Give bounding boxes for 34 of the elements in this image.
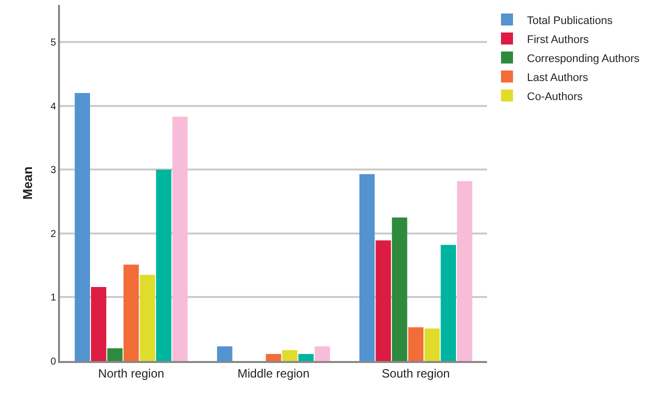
bar — [440, 244, 456, 361]
y-tick-label: 1 — [50, 292, 56, 304]
legend-label: Corresponding Authors — [527, 52, 640, 65]
bar — [107, 348, 123, 361]
legend-label: Total Publications — [527, 14, 614, 27]
y-tick-label: 0 — [50, 356, 56, 368]
y-tick-label: 4 — [50, 101, 56, 112]
x-tick-label: South region — [382, 366, 450, 380]
bar — [314, 346, 330, 361]
bar — [282, 350, 298, 361]
bar — [172, 116, 188, 361]
y-axis-title: Mean — [20, 166, 35, 200]
bar — [90, 286, 106, 361]
bar — [298, 354, 314, 361]
bar — [456, 181, 472, 361]
bar — [392, 217, 408, 361]
legend-label: First Authors — [527, 34, 590, 46]
bar — [124, 264, 139, 361]
x-tick-label: Middle region — [237, 366, 310, 380]
y-tick-label: 5 — [50, 38, 56, 48]
x-tick-label: North region — [98, 366, 164, 380]
legend-label: Co-Authors — [527, 90, 584, 103]
bar — [156, 170, 172, 361]
bar — [217, 346, 232, 361]
y-tick-label: 3 — [50, 165, 56, 176]
bar — [266, 354, 282, 361]
bar — [408, 327, 424, 361]
bar — [424, 328, 440, 361]
bar — [74, 93, 90, 361]
bar — [140, 274, 156, 361]
y-tick-label: 2 — [50, 228, 56, 240]
legend-label: Last Authors — [527, 72, 589, 84]
bar — [376, 240, 391, 361]
bar — [359, 174, 375, 361]
